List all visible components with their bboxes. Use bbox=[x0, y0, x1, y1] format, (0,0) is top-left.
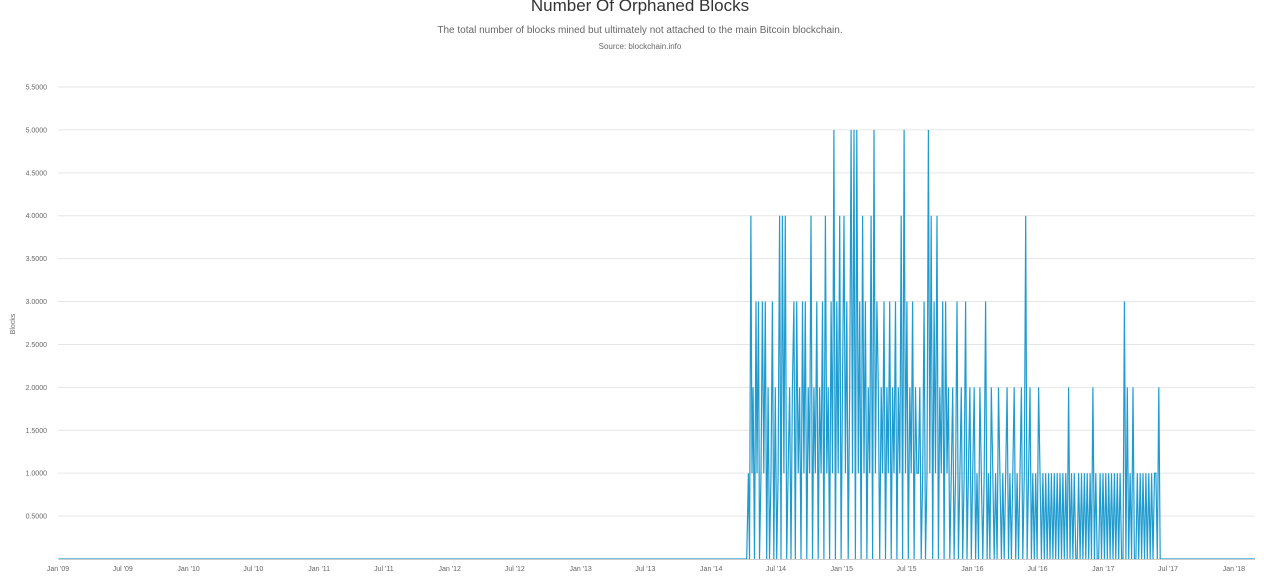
x-tick-label: Jul '10 bbox=[243, 566, 263, 573]
x-tick-label: Jan '14 bbox=[700, 566, 722, 573]
grid-lines bbox=[58, 86, 1255, 517]
x-tick-label: Jan '12 bbox=[439, 566, 461, 573]
y-tick-label: 2.5000 bbox=[26, 342, 48, 349]
x-tick-label: Jul '13 bbox=[635, 566, 655, 573]
x-tick-label: Jul '17 bbox=[1158, 566, 1178, 573]
x-axis-ticks: Jan '09 Jul '09 Jan '10 Jul '10 Jan '11 Jul '… bbox=[47, 566, 1245, 573]
y-axis-label: Blocks bbox=[10, 313, 17, 334]
x-tick-label: Jul '09 bbox=[113, 566, 133, 573]
x-tick-label: Jul '15 bbox=[897, 566, 917, 573]
y-tick-label: 4.5000 bbox=[26, 170, 48, 177]
x-tick-label: Jul '16 bbox=[1027, 566, 1047, 573]
y-axis-ticks: 0.5000 1.0000 1.5000 2.0000 2.5000 3.0000 3.50… bbox=[26, 85, 48, 521]
x-tick-label: Jan '10 bbox=[177, 566, 199, 573]
x-tick-label: Jul '12 bbox=[505, 566, 525, 573]
x-tick-label: Jul '14 bbox=[766, 566, 786, 573]
x-tick-label: Jan '09 bbox=[47, 566, 69, 573]
x-tick-label: Jan '17 bbox=[1092, 566, 1114, 573]
y-tick-label: 5.5000 bbox=[26, 85, 48, 92]
x-tick-label: Jan '18 bbox=[1223, 566, 1245, 573]
y-tick-label: 5.0000 bbox=[26, 127, 48, 134]
y-tick-label: 1.5000 bbox=[26, 428, 48, 435]
y-tick-label: 4.0000 bbox=[26, 213, 48, 220]
y-tick-label: 3.0000 bbox=[26, 299, 48, 306]
chart-title: Number Of Orphaned Blocks bbox=[530, 0, 750, 15]
x-tick-label: Jan '13 bbox=[569, 566, 591, 573]
y-tick-label: 2.0000 bbox=[26, 385, 48, 392]
x-tick-label: Jan '16 bbox=[961, 566, 983, 573]
chart-source: Source: blockchain.info bbox=[598, 42, 682, 51]
x-tick-label: Jan '11 bbox=[308, 566, 330, 573]
x-tick-label: Jan '15 bbox=[831, 566, 853, 573]
series-line bbox=[58, 129, 1255, 560]
y-tick-label: 3.5000 bbox=[26, 256, 48, 263]
y-tick-label: 0.5000 bbox=[26, 514, 48, 521]
x-tick-label: Jul '11 bbox=[374, 566, 394, 573]
y-tick-label: 1.0000 bbox=[26, 471, 48, 478]
chart-subtitle: The total number of blocks mined but ult… bbox=[437, 25, 843, 36]
